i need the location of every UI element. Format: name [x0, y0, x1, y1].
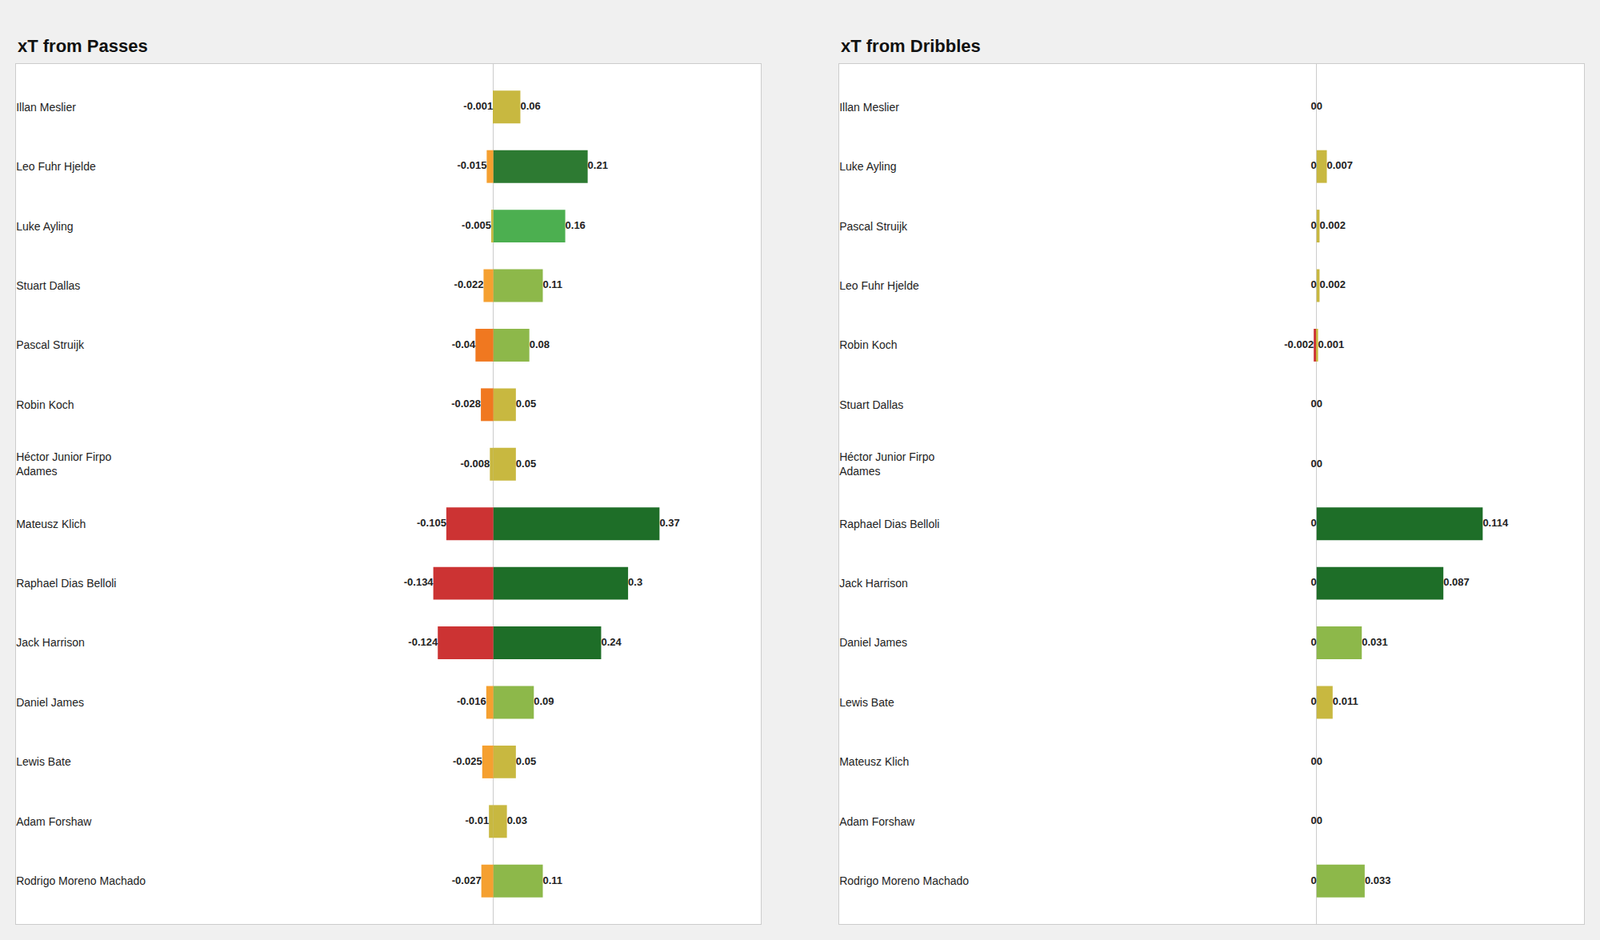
svg-text:-0.001: -0.001: [463, 100, 493, 112]
svg-text:Daniel James: Daniel James: [16, 696, 84, 709]
svg-text:Rodrigo Moreno Machado: Rodrigo Moreno Machado: [16, 874, 146, 888]
svg-text:Illan Meslier: Illan Meslier: [839, 100, 900, 114]
svg-text:0: 0: [1311, 100, 1317, 112]
svg-text:0.05: 0.05: [516, 397, 536, 410]
svg-text:0.08: 0.08: [529, 338, 550, 351]
svg-text:0.002: 0.002: [1319, 278, 1346, 291]
svg-text:0.24: 0.24: [600, 636, 622, 648]
svg-text:0: 0: [1311, 159, 1317, 172]
svg-text:Pascal Struijk: Pascal Struijk: [16, 338, 85, 352]
svg-text:Stuart Dallas: Stuart Dallas: [839, 398, 904, 412]
svg-text:0.06: 0.06: [520, 100, 540, 112]
svg-text:xT from Dribbles: xT from Dribbles: [840, 36, 981, 56]
svg-text:-0.028: -0.028: [451, 397, 481, 410]
svg-text:-0.008: -0.008: [460, 457, 490, 470]
svg-text:0: 0: [1311, 814, 1317, 827]
svg-text:0: 0: [1316, 397, 1323, 410]
svg-text:0: 0: [1311, 636, 1317, 648]
svg-text:0.011: 0.011: [1332, 695, 1359, 708]
svg-text:Mateusz Klich: Mateusz Klich: [839, 755, 909, 768]
svg-text:Jack Harrison: Jack Harrison: [839, 576, 908, 590]
svg-text:Mateusz Klich: Mateusz Klich: [16, 517, 86, 531]
svg-text:0.03: 0.03: [507, 814, 528, 827]
svg-text:0.05: 0.05: [516, 457, 536, 470]
svg-text:Luke Ayling: Luke Ayling: [16, 220, 73, 233]
svg-text:0: 0: [1311, 755, 1317, 768]
svg-text:0.11: 0.11: [543, 874, 564, 887]
svg-text:0: 0: [1311, 219, 1317, 232]
svg-text:0: 0: [1316, 755, 1323, 768]
svg-text:0: 0: [1311, 278, 1317, 291]
svg-text:0.001: 0.001: [1318, 338, 1345, 351]
svg-text:0.16: 0.16: [565, 219, 586, 232]
svg-text:Adam Forshaw: Adam Forshaw: [839, 815, 916, 828]
svg-text:-0.04: -0.04: [452, 338, 476, 351]
svg-text:0.11: 0.11: [543, 278, 564, 291]
svg-text:0: 0: [1311, 516, 1317, 529]
svg-text:-0.027: -0.027: [452, 874, 482, 887]
svg-text:xT from Passes: xT from Passes: [17, 36, 148, 56]
svg-text:0.37: 0.37: [659, 516, 680, 529]
svg-text:0.002: 0.002: [1319, 219, 1346, 232]
svg-text:0.114: 0.114: [1482, 516, 1509, 529]
svg-text:Rodrigo Moreno Machado: Rodrigo Moreno Machado: [839, 874, 969, 888]
svg-text:0.09: 0.09: [533, 695, 554, 708]
svg-text:0.3: 0.3: [628, 576, 643, 588]
svg-text:-0.005: -0.005: [461, 219, 492, 232]
svg-text:0: 0: [1311, 576, 1317, 588]
svg-text:Raphael Dias Belloli: Raphael Dias Belloli: [16, 576, 116, 590]
svg-text:Leo Fuhr Hjelde: Leo Fuhr Hjelde: [16, 160, 96, 173]
svg-text:0: 0: [1316, 814, 1323, 827]
svg-text:Lewis Bate: Lewis Bate: [839, 696, 895, 709]
svg-text:Robin Koch: Robin Koch: [839, 338, 897, 352]
svg-text:0.033: 0.033: [1364, 874, 1392, 887]
svg-text:0: 0: [1311, 457, 1317, 470]
svg-text:-0.105: -0.105: [416, 516, 447, 529]
svg-text:0.21: 0.21: [588, 159, 608, 172]
svg-text:-0.124: -0.124: [408, 636, 439, 648]
svg-text:Leo Fuhr Hjelde: Leo Fuhr Hjelde: [839, 279, 920, 292]
svg-text:0: 0: [1311, 695, 1317, 708]
svg-text:Héctor Junior FirpoAdames: Héctor Junior FirpoAdames: [16, 450, 112, 478]
svg-text:Robin Koch: Robin Koch: [16, 398, 74, 412]
svg-text:Raphael Dias Belloli: Raphael Dias Belloli: [839, 517, 940, 531]
svg-text:-0.002: -0.002: [1284, 338, 1314, 351]
svg-text:Héctor Junior FirpoAdames: Héctor Junior FirpoAdames: [839, 450, 935, 478]
svg-text:0: 0: [1316, 457, 1323, 470]
svg-text:-0.025: -0.025: [452, 755, 483, 768]
svg-text:-0.015: -0.015: [457, 159, 488, 172]
svg-text:0: 0: [1311, 874, 1317, 887]
svg-text:0: 0: [1316, 100, 1323, 112]
svg-text:0.05: 0.05: [516, 755, 536, 768]
svg-text:Stuart Dallas: Stuart Dallas: [16, 279, 80, 292]
svg-text:Daniel James: Daniel James: [839, 636, 908, 649]
svg-text:Illan Meslier: Illan Meslier: [16, 100, 76, 114]
svg-text:Lewis Bate: Lewis Bate: [16, 755, 72, 768]
svg-text:Pascal Struijk: Pascal Struijk: [839, 220, 908, 233]
svg-text:0.087: 0.087: [1443, 576, 1470, 588]
svg-text:-0.022: -0.022: [454, 278, 484, 291]
svg-text:-0.016: -0.016: [456, 695, 487, 708]
svg-text:0: 0: [1311, 397, 1317, 410]
svg-text:Jack Harrison: Jack Harrison: [16, 636, 85, 649]
svg-text:-0.01: -0.01: [465, 814, 490, 827]
svg-text:Luke Ayling: Luke Ayling: [839, 160, 896, 173]
svg-text:Adam Forshaw: Adam Forshaw: [16, 815, 92, 828]
svg-text:-0.134: -0.134: [404, 576, 435, 588]
svg-text:0.031: 0.031: [1361, 636, 1388, 648]
svg-text:0.007: 0.007: [1327, 159, 1354, 172]
